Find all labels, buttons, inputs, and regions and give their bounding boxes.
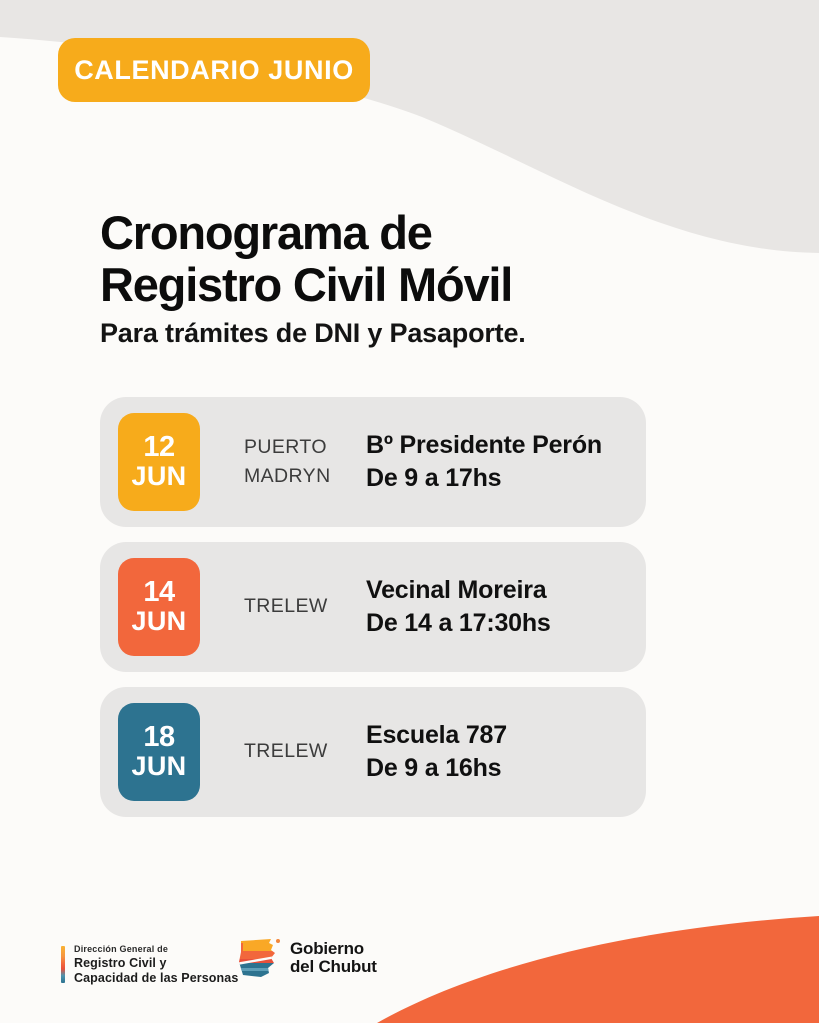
page-title-line2: Registro Civil Móvil	[100, 257, 513, 311]
event-place: Bº Presidente Perón	[366, 430, 602, 459]
event-place: Vecinal Moreira	[366, 575, 547, 604]
event-time: De 9 a 16hs	[366, 754, 502, 782]
calendar-month-badge-label: CALENDARIO JUNIO	[74, 54, 354, 85]
event-detail: Escuela 787 De 9 a 16hs	[366, 719, 507, 786]
gobierno-chubut-logo-text: Gobierno del Chubut	[290, 939, 377, 976]
chubut-map-icon	[239, 939, 280, 977]
gobierno-chubut-logo: Gobierno del Chubut	[234, 937, 377, 979]
registro-civil-logo-text: Dirección General de Registro Civil y Ca…	[74, 944, 239, 986]
event-location: PUERTO MADRYN	[244, 435, 331, 487]
event-card: 12 JUN PUERTO MADRYN Bº Presidente Perón…	[100, 397, 646, 527]
page-subtitle: Para trámites de DNI y Pasaporte.	[100, 318, 526, 348]
date-chip: 12 JUN	[118, 413, 200, 511]
calendar-month-badge: CALENDARIO JUNIO	[58, 38, 370, 102]
date-day: 12	[143, 431, 175, 464]
date-chip: 18 JUN	[118, 703, 200, 801]
page-title: Cronograma de Registro Civil Móvil	[100, 206, 513, 311]
event-place: Escuela 787	[366, 720, 507, 749]
event-detail: Bº Presidente Perón De 9 a 17hs	[366, 429, 602, 496]
date-day: 14	[143, 576, 175, 609]
event-time: De 14 a 17:30hs	[366, 609, 551, 637]
events-list: 12 JUN PUERTO MADRYN Bº Presidente Perón…	[100, 397, 646, 817]
registro-civil-logo: Dirección General de Registro Civil y Ca…	[61, 944, 238, 987]
event-card: 18 JUN TRELEW Escuela 787 De 9 a 16hs	[100, 687, 646, 817]
event-card: 14 JUN TRELEW Vecinal Moreira De 14 a 17…	[100, 542, 646, 672]
page-title-line1: Cronograma de	[100, 206, 433, 259]
brand-bar-icon	[61, 946, 65, 983]
event-location: TRELEW	[244, 740, 328, 763]
date-month: JUN	[131, 606, 187, 637]
event-time: De 9 a 17hs	[366, 464, 502, 492]
event-detail: Vecinal Moreira De 14 a 17:30hs	[366, 574, 551, 641]
date-month: JUN	[131, 461, 187, 492]
date-month: JUN	[131, 751, 187, 782]
event-location: TRELEW	[244, 595, 328, 618]
date-day: 18	[143, 721, 175, 754]
date-chip: 14 JUN	[118, 558, 200, 656]
